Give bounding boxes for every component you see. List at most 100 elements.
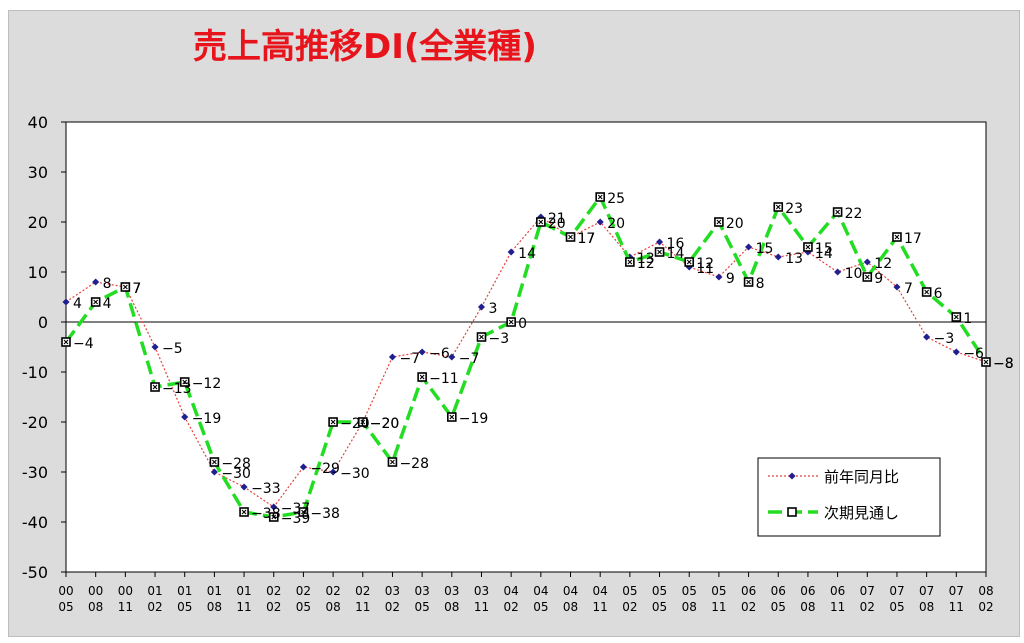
point-next-period-cross xyxy=(63,339,69,345)
y-tick-label: -40 xyxy=(22,513,48,532)
point-next-period-cross xyxy=(953,314,959,320)
x-tick-year: 05 xyxy=(711,584,726,598)
point-next-period-cross xyxy=(390,459,395,465)
data-label: 1 xyxy=(963,311,972,327)
x-tick-month: 05 xyxy=(414,600,429,614)
x-tick-month: 05 xyxy=(533,600,548,614)
point-next-period-cross xyxy=(983,359,989,365)
x-tick-month: 02 xyxy=(385,600,400,614)
x-tick-month: 11 xyxy=(949,600,964,614)
point-next-period-cross xyxy=(182,379,188,385)
series-next-period xyxy=(61,192,991,522)
legend-marker-next-period xyxy=(787,507,797,517)
x-tick-month: 02 xyxy=(266,600,281,614)
point-previous-year xyxy=(834,268,842,276)
point-next-period-cross xyxy=(449,414,455,420)
point-next-period-cross xyxy=(894,234,900,240)
y-tick-label: -30 xyxy=(22,463,48,482)
point-previous-year xyxy=(92,278,100,286)
data-label: −7 xyxy=(459,351,480,367)
point-previous-year xyxy=(181,413,189,421)
data-label: −20 xyxy=(370,416,400,432)
point-next-period-cross xyxy=(835,209,841,215)
data-label: −13 xyxy=(162,381,192,397)
legend-label-previous-year: 前年同月比 xyxy=(824,468,899,486)
chart-title: 売上高推移DI(全業種) xyxy=(193,27,537,67)
x-tick-month: 05 xyxy=(296,600,311,614)
data-label: −5 xyxy=(162,341,183,357)
point-next-period-cross xyxy=(330,419,336,425)
data-label: 6 xyxy=(934,286,943,302)
y-tick-label: 40 xyxy=(28,113,48,132)
data-label: −30 xyxy=(221,466,251,482)
x-tick-month: 05 xyxy=(771,600,786,614)
point-previous-year xyxy=(388,353,396,361)
series-line-previous-year xyxy=(65,216,987,508)
point-previous-year xyxy=(863,258,871,266)
x-tick-month: 11 xyxy=(830,600,845,614)
data-label: 7 xyxy=(904,281,913,297)
x-tick-month: 05 xyxy=(652,600,667,614)
x-tick-year: 00 xyxy=(118,584,133,598)
data-label: 23 xyxy=(785,201,803,217)
data-label: 12 xyxy=(696,256,714,272)
x-tick-month: 02 xyxy=(860,600,875,614)
data-label: 12 xyxy=(874,256,892,272)
data-label: 14 xyxy=(815,246,833,262)
data-label: 3 xyxy=(488,301,497,317)
point-previous-year xyxy=(923,333,931,341)
x-tick-year: 03 xyxy=(474,584,489,598)
x-tick-month: 02 xyxy=(147,600,162,614)
point-next-period-cross xyxy=(568,234,573,240)
data-label: 13 xyxy=(785,251,803,267)
y-tick-label: -10 xyxy=(22,363,48,382)
x-tick-year: 03 xyxy=(385,584,400,598)
point-next-period-cross xyxy=(211,459,217,465)
data-label: 9 xyxy=(874,271,883,287)
data-label: −12 xyxy=(192,376,222,392)
x-tick-year: 07 xyxy=(860,584,875,598)
x-tick-month: 08 xyxy=(325,600,340,614)
y-tick-label: 10 xyxy=(28,263,48,282)
data-label: 8 xyxy=(103,276,112,292)
x-tick-year: 04 xyxy=(504,584,519,598)
data-label: 20 xyxy=(607,216,625,232)
x-tick-year: 04 xyxy=(533,584,548,598)
axes: 403020100-10-20-30-40-500005000800110102… xyxy=(22,113,994,614)
data-label: 17 xyxy=(578,231,596,247)
data-label: 15 xyxy=(756,241,774,257)
data-label: −19 xyxy=(192,411,222,427)
data-label: 14 xyxy=(667,246,685,262)
x-tick-month: 08 xyxy=(207,600,222,614)
data-label: 9 xyxy=(726,271,735,287)
data-label: −20 xyxy=(370,416,400,432)
x-tick-year: 04 xyxy=(593,584,608,598)
x-tick-month: 05 xyxy=(177,600,192,614)
data-label: 16 xyxy=(667,236,685,252)
x-tick-year: 01 xyxy=(177,584,192,598)
x-tick-year: 07 xyxy=(949,584,964,598)
data-label: 7 xyxy=(132,281,141,297)
point-previous-year xyxy=(299,463,307,471)
point-next-period-cross xyxy=(538,219,544,225)
data-label: −28 xyxy=(221,456,251,472)
data-label: −28 xyxy=(399,456,429,472)
data-label: −6 xyxy=(963,346,984,362)
point-previous-year xyxy=(952,348,960,356)
point-next-period-cross xyxy=(805,244,811,250)
data-label: 20 xyxy=(726,216,744,232)
x-tick-year: 07 xyxy=(919,584,934,598)
data-label: 17 xyxy=(578,231,596,247)
y-tick-label: 0 xyxy=(38,313,48,332)
point-next-period-cross xyxy=(746,279,751,285)
x-tick-month: 08 xyxy=(444,600,459,614)
point-next-period-cross xyxy=(241,509,247,515)
x-tick-year: 01 xyxy=(147,584,162,598)
data-label: 25 xyxy=(607,191,625,207)
x-tick-year: 03 xyxy=(444,584,459,598)
x-tick-month: 08 xyxy=(919,600,934,614)
data-label: −4 xyxy=(73,336,94,352)
point-previous-year xyxy=(448,353,456,361)
point-next-period-cross xyxy=(122,284,128,290)
